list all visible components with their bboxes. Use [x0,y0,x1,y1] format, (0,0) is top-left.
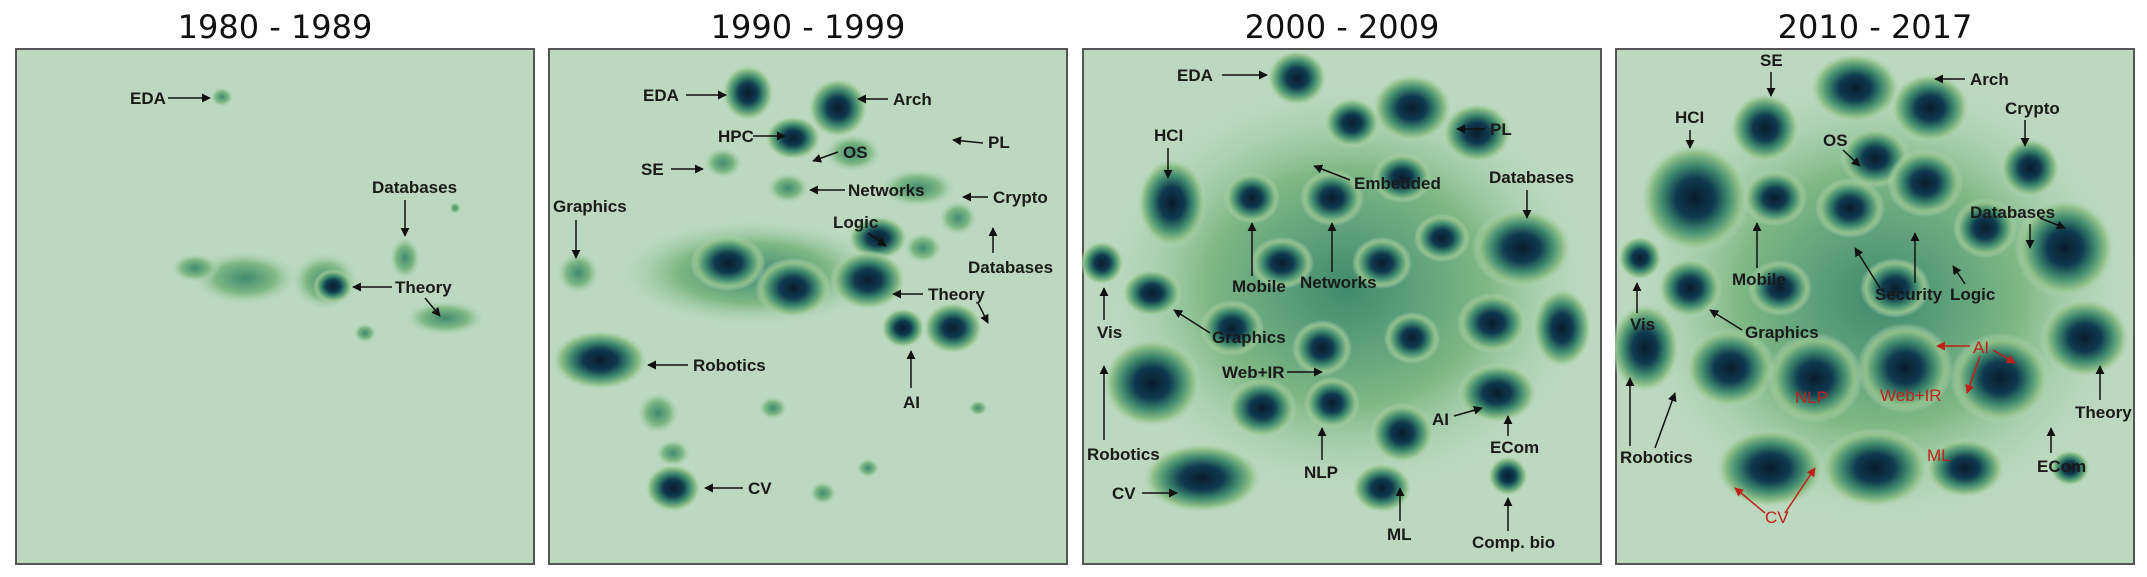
label-networks: Networks [1300,273,1377,292]
label-nlp: NLP [1304,463,1338,482]
label-ai: AI [903,393,920,412]
label-vis: Vis [1097,323,1122,342]
label-databases: Databases [1489,168,1574,187]
label-hpc: HPC [718,127,754,146]
label-os: OS [843,143,868,162]
label-graphics: Graphics [553,197,627,216]
label-graphics: Graphics [1212,328,1286,347]
label-theory: Theory [395,278,452,297]
label-databases: Databases [968,258,1053,277]
label-nlp: NLP [1795,388,1828,407]
label-webir: Web+IR [1222,363,1285,382]
label-networks: Networks [848,181,925,200]
label-ecom: ECom [1490,438,1539,457]
label-theory: Theory [928,285,985,304]
label-theory: Theory [2075,403,2132,422]
label-ecom: ECom [2037,457,2086,476]
label-ml: ML [1927,446,1951,465]
label-mobile: Mobile [1232,277,1286,296]
label-hci: HCI [1154,126,1183,145]
label-se: SE [1760,51,1783,70]
label-databases: Databases [372,178,457,197]
label-eda: EDA [643,86,679,105]
density-map-2000s: EDA PL HCI Embedded Databases Mobile Net… [1082,48,1602,565]
panel-title-1990s: 1990 - 1999 [548,8,1068,46]
label-arch: Arch [1970,70,2009,89]
density-map-1980s: EDA Databases Theory [15,48,535,565]
panel-title-1980s: 1980 - 1989 [15,8,535,46]
label-se: SE [641,160,664,179]
label-robotics: Robotics [1087,445,1160,464]
label-eda: EDA [130,89,166,108]
label-ai: AI [1973,338,1989,357]
label-hci: HCI [1675,108,1704,127]
label-webir: Web+IR [1880,386,1942,405]
panel-title-2010s: 2010 - 2017 [1615,8,2135,46]
label-logic: Logic [833,213,878,232]
label-crypto: Crypto [993,188,1048,207]
label-os: OS [1823,131,1848,150]
label-embedded: Embedded [1354,174,1441,193]
label-security: Security [1875,285,1943,304]
label-cv: CV [748,479,772,498]
label-robotics: Robotics [693,356,766,375]
density-map-1990s: EDA Arch HPC OS PL SE Networks Crypto Gr… [548,48,1068,565]
label-ai: AI [1432,410,1449,429]
density-map-2010s: SE Arch HCI OS Crypto Databases Mobile S… [1615,48,2135,565]
label-crypto: Crypto [2005,99,2060,118]
label-ml: ML [1387,525,1412,544]
label-cv: CV [1112,484,1136,503]
label-robotics: Robotics [1620,448,1693,467]
label-comp-bio: Comp. bio [1472,533,1555,552]
label-arch: Arch [893,90,932,109]
label-vis: Vis [1630,315,1655,334]
label-pl: PL [1490,120,1512,139]
label-mobile: Mobile [1732,270,1786,289]
label-eda: EDA [1177,66,1213,85]
label-pl: PL [988,133,1010,152]
label-logic: Logic [1950,285,1995,304]
label-graphics: Graphics [1745,323,1819,342]
panel-title-2000s: 2000 - 2009 [1082,8,1602,46]
